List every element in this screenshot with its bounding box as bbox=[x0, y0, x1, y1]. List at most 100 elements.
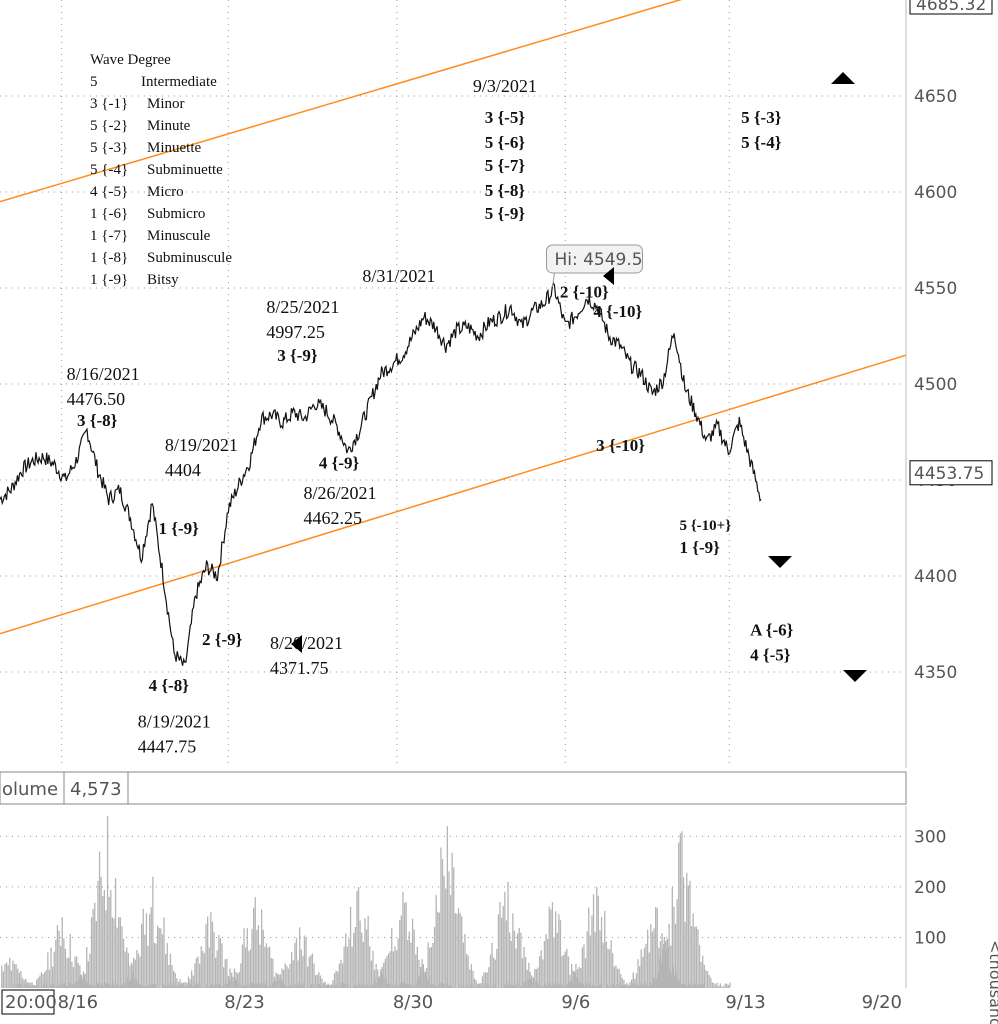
volume-bar bbox=[270, 957, 272, 988]
volume-bar bbox=[217, 984, 220, 988]
volume-bar bbox=[262, 983, 264, 988]
volume-bar bbox=[493, 957, 495, 988]
volume-bar bbox=[370, 960, 372, 988]
wave-label: 4 {-10} bbox=[593, 302, 642, 321]
volume-bar bbox=[507, 881, 509, 988]
volume-bar bbox=[270, 986, 272, 988]
volume-bar bbox=[36, 979, 38, 988]
volume-bar bbox=[496, 948, 498, 988]
volume-bar bbox=[21, 977, 24, 988]
volume-bar bbox=[246, 928, 248, 988]
volume-bar bbox=[152, 876, 154, 988]
volume-bar bbox=[618, 984, 620, 988]
volume-bar bbox=[155, 943, 157, 988]
volume-bar bbox=[464, 934, 466, 988]
volume-bar bbox=[318, 972, 320, 988]
volume-bar bbox=[192, 975, 194, 988]
volume-bar bbox=[610, 986, 612, 988]
time-cursor-label: 20:00 bbox=[5, 992, 57, 1013]
direction-marker bbox=[603, 267, 614, 285]
volume-bar bbox=[363, 985, 366, 988]
volume-bar bbox=[63, 938, 65, 988]
x-tick-label: 9/6 bbox=[561, 992, 590, 1013]
volume-bar bbox=[422, 964, 424, 988]
volume-bar bbox=[72, 967, 75, 988]
volume-bar bbox=[377, 969, 379, 988]
volume-bar bbox=[26, 985, 28, 988]
volume-bar bbox=[411, 918, 414, 988]
volume-bar bbox=[37, 977, 39, 988]
wave-label: 8/26/2021 bbox=[304, 483, 377, 503]
volume-bar bbox=[163, 985, 166, 988]
volume-bar bbox=[127, 953, 129, 988]
direction-marker bbox=[831, 72, 855, 84]
volume-bar bbox=[200, 946, 202, 988]
wave-label: 8/25/2021 bbox=[266, 297, 339, 317]
volume-bar bbox=[405, 902, 407, 988]
volume-bar bbox=[117, 983, 119, 988]
volume-bar bbox=[76, 956, 78, 988]
volume-bar bbox=[633, 982, 635, 988]
volume-bar bbox=[453, 867, 455, 988]
volume-bar bbox=[708, 975, 710, 988]
volume-bar bbox=[126, 976, 128, 988]
volume-bar bbox=[122, 938, 125, 988]
volume-bar bbox=[209, 985, 212, 988]
volume-bar bbox=[408, 931, 410, 988]
channel-line-upper bbox=[0, 0, 683, 203]
volume-bar bbox=[287, 968, 290, 988]
volume-bar bbox=[718, 985, 720, 988]
volume-bar bbox=[17, 968, 19, 988]
volume-bar bbox=[73, 984, 75, 988]
volume-bar bbox=[13, 963, 16, 988]
y-tick-label: 4550 bbox=[914, 279, 957, 299]
volume-bar bbox=[535, 969, 538, 988]
volume-bar bbox=[165, 954, 167, 988]
volume-bar bbox=[548, 906, 550, 988]
volume-bar bbox=[86, 947, 88, 988]
volume-bar bbox=[469, 985, 471, 988]
volume-bar bbox=[249, 949, 252, 988]
volume-bar bbox=[121, 985, 124, 988]
volume-bar bbox=[690, 926, 693, 988]
wave-label: 4447.75 bbox=[138, 737, 197, 757]
volume-bar bbox=[472, 982, 474, 988]
volume-bar bbox=[112, 982, 114, 988]
volume-bar bbox=[254, 897, 256, 988]
volume-bar bbox=[206, 983, 208, 988]
volume-bar bbox=[213, 985, 215, 988]
volume-bar bbox=[706, 971, 709, 988]
volume-bar bbox=[713, 982, 715, 988]
volume-bar bbox=[524, 981, 526, 988]
volume-bar bbox=[392, 951, 394, 988]
wave-label: 4 {-9} bbox=[319, 453, 360, 472]
volume-bar bbox=[478, 983, 480, 988]
volume-bar bbox=[55, 939, 57, 988]
volume-bar bbox=[724, 983, 726, 988]
volume-bar bbox=[375, 963, 377, 988]
volume-bar bbox=[668, 923, 670, 988]
top-price-tag bbox=[909, 0, 993, 15]
volume-bar bbox=[224, 983, 226, 988]
volume-bar bbox=[90, 917, 93, 988]
volume-bar bbox=[42, 974, 44, 988]
volume-bar bbox=[515, 983, 517, 988]
volume-bar bbox=[24, 983, 27, 988]
volume-bar bbox=[669, 969, 671, 988]
volume-bar bbox=[659, 941, 662, 988]
volume-bar bbox=[78, 976, 80, 988]
volume-bar bbox=[47, 952, 49, 988]
volume-bar bbox=[113, 918, 115, 988]
volume-bar bbox=[613, 966, 615, 988]
volume-bar bbox=[230, 980, 232, 988]
volume-bar bbox=[20, 970, 22, 988]
volume-bar bbox=[268, 985, 270, 988]
volume-bar bbox=[311, 953, 314, 988]
volume-bar bbox=[515, 948, 517, 988]
volume-bar bbox=[378, 976, 380, 988]
volume-bar bbox=[202, 951, 204, 988]
volume-bar bbox=[665, 949, 667, 988]
volume-bar bbox=[680, 983, 682, 988]
volume-bar bbox=[225, 983, 228, 988]
volume-bar bbox=[269, 946, 271, 988]
